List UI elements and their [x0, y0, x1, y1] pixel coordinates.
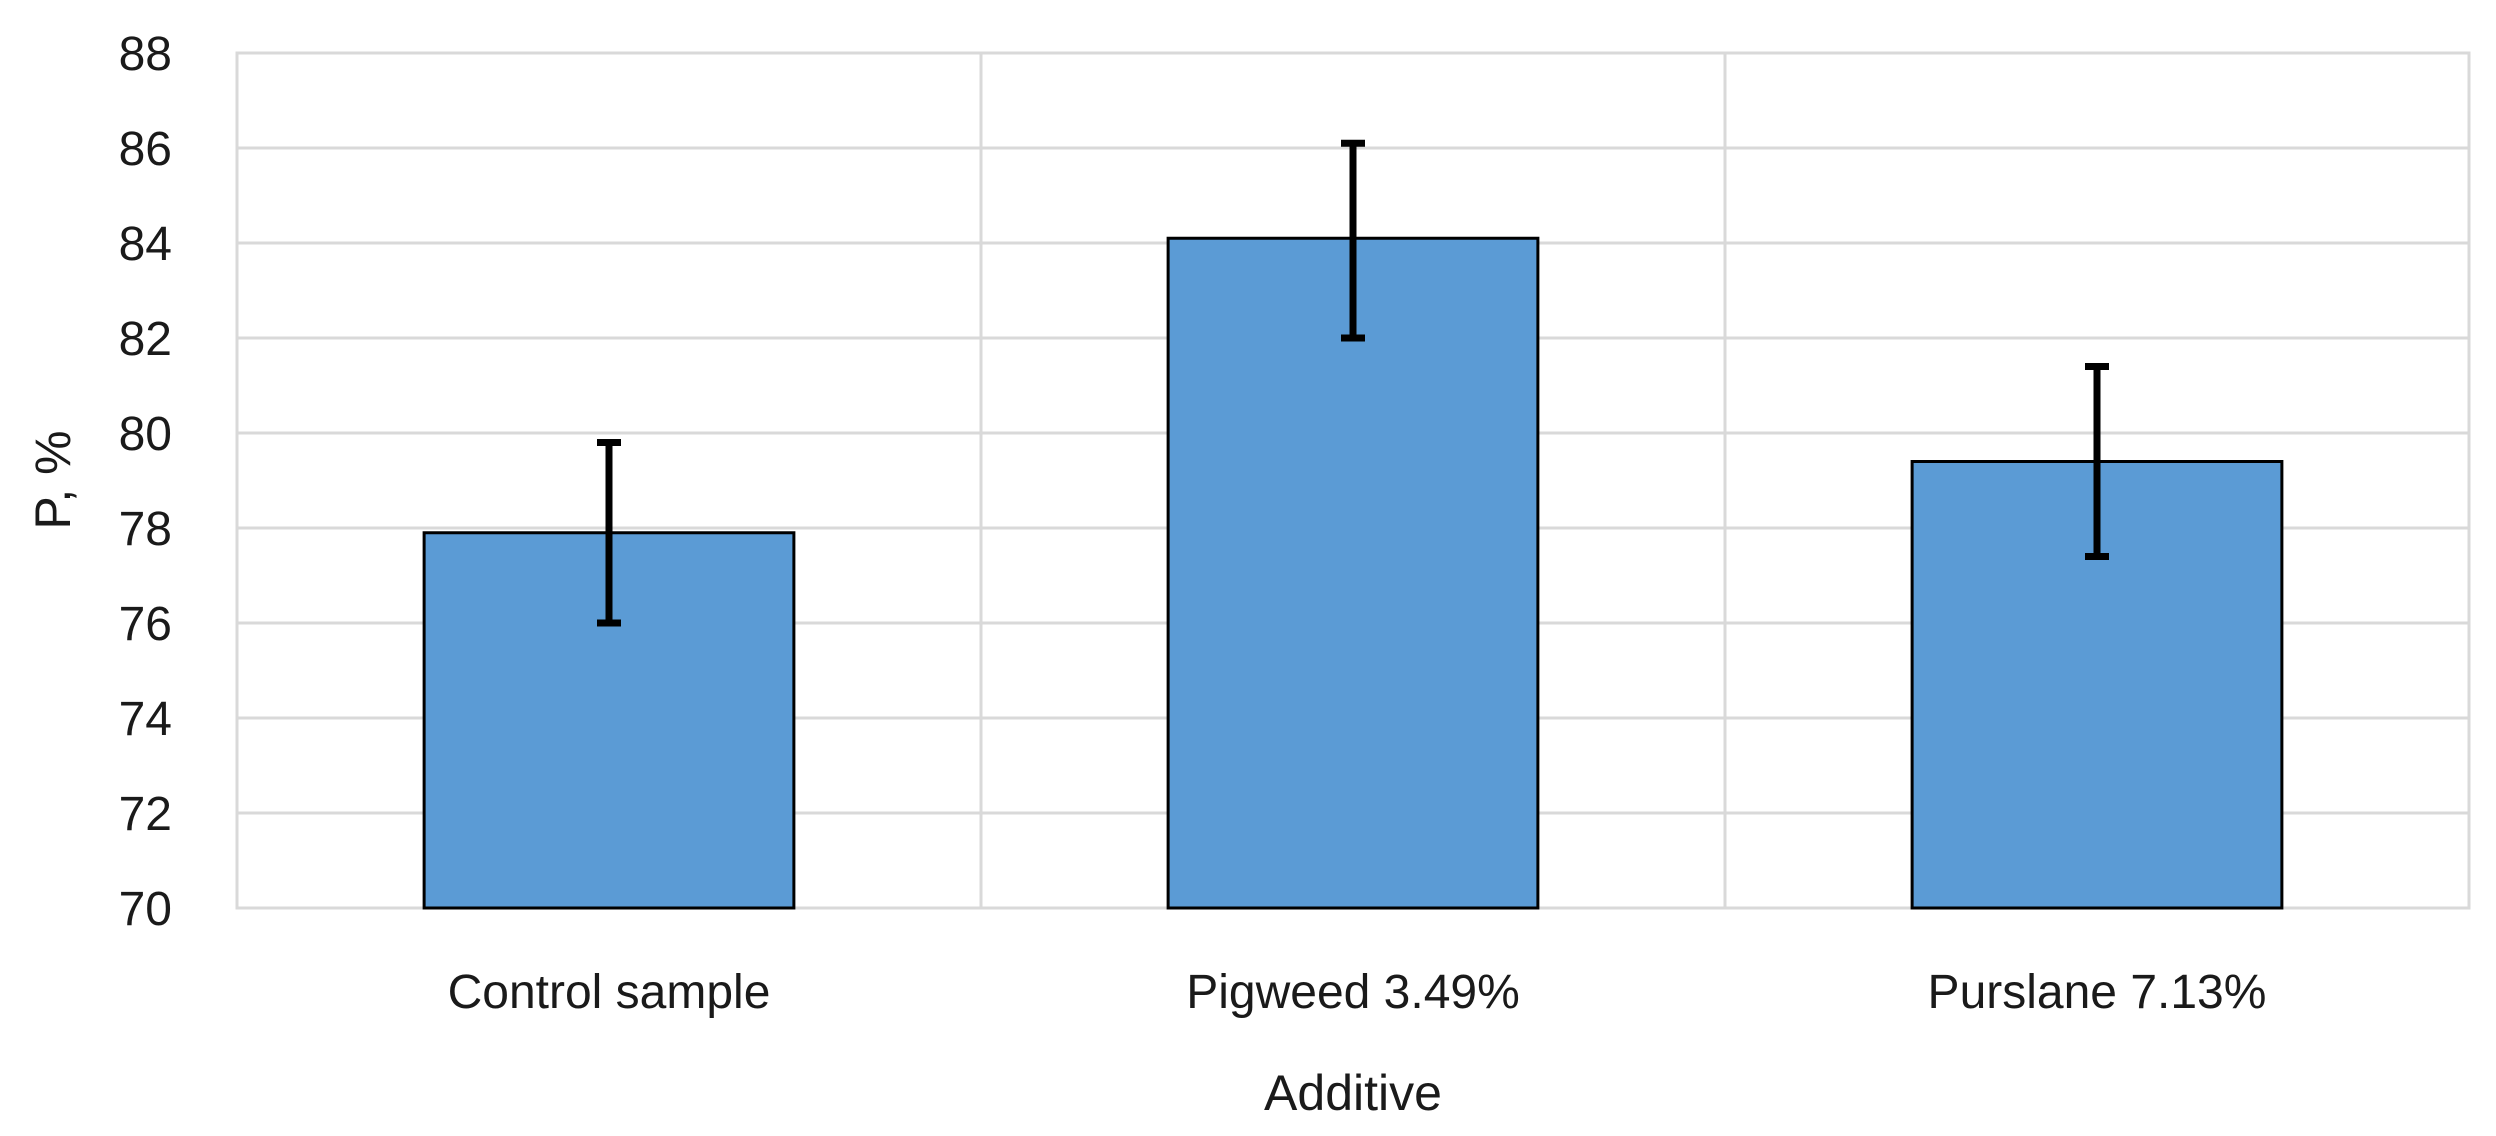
y-tick-label: 88: [119, 28, 172, 81]
x-tick-label: Purslane 7.13%: [1928, 966, 2267, 1019]
error-bars: [597, 139, 2109, 627]
y-tick-label: 74: [119, 693, 172, 746]
y-tick-label: 76: [119, 598, 172, 651]
y-tick-label: 70: [119, 883, 172, 936]
x-axis-ticks: Control sample Pigweed 3.49% Purslane 7.13…: [448, 966, 2267, 1019]
x-axis-title: Additive: [1264, 1065, 1442, 1121]
y-axis-ticks: 70 72 74 76 78 80 82 84 86 88: [119, 28, 172, 936]
y-tick-label: 86: [119, 123, 172, 176]
y-tick-label: 80: [119, 408, 172, 461]
y-axis-title: P, %: [25, 430, 81, 529]
x-tick-label: Pigweed 3.49%: [1186, 966, 1520, 1019]
y-tick-label: 82: [119, 313, 172, 366]
x-tick-label: Control sample: [448, 966, 771, 1019]
y-tick-label: 78: [119, 503, 172, 556]
y-tick-label: 84: [119, 218, 172, 271]
y-tick-label: 72: [119, 788, 172, 841]
